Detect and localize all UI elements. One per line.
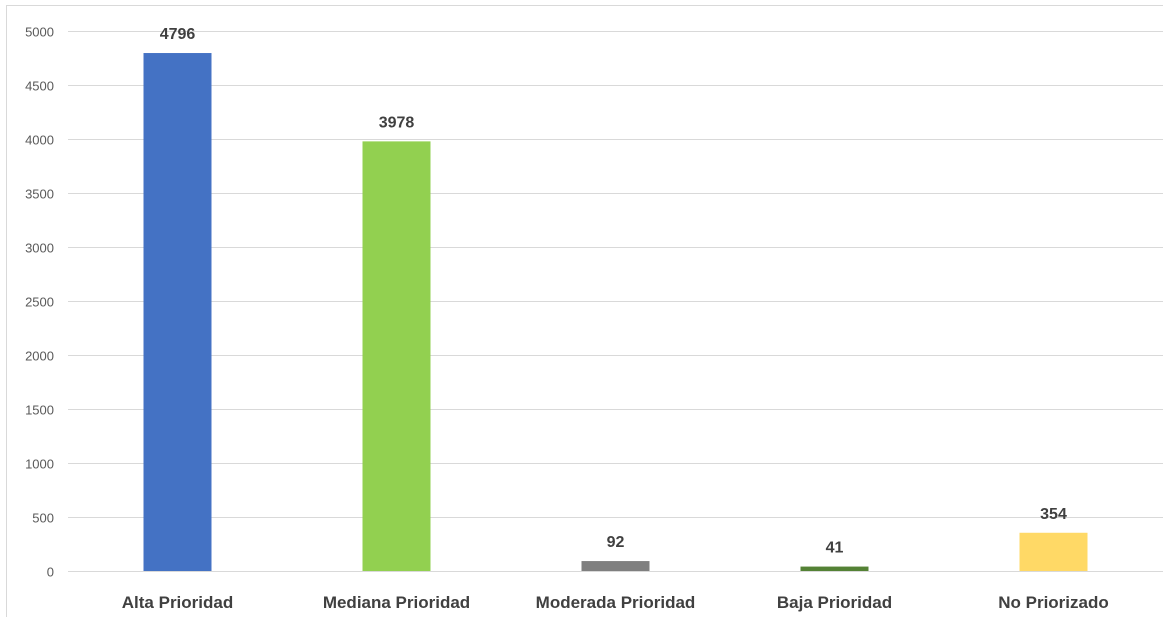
category-label-3: Moderada Prioridad: [536, 593, 696, 612]
bar-2: [362, 141, 431, 571]
y-tick-label-3000: 3000: [25, 241, 54, 256]
category-label-4: Baja Prioridad: [777, 593, 892, 612]
data-label-4: 41: [826, 540, 844, 557]
x-axis-categories: Alta Prioridad Mediana Prioridad Moderada …: [122, 593, 1109, 612]
y-tick-label-4000: 4000: [25, 133, 54, 148]
data-label-2: 3978: [379, 114, 415, 131]
bars: [143, 53, 1088, 572]
data-label-5: 354: [1040, 506, 1067, 523]
bar-4: [800, 566, 869, 571]
data-label-3: 92: [607, 534, 625, 551]
bar-3: [581, 561, 650, 571]
y-tick-label-500: 500: [32, 511, 54, 526]
data-label-1: 4796: [160, 26, 196, 43]
category-label-2: Mediana Prioridad: [323, 593, 470, 612]
y-tick-label-0: 0: [47, 565, 54, 580]
y-tick-label-2000: 2000: [25, 349, 54, 364]
category-label-5: No Priorizado: [998, 593, 1109, 612]
y-tick-label-1500: 1500: [25, 403, 54, 418]
y-tick-label-5000: 5000: [25, 25, 54, 40]
y-tick-label-3500: 3500: [25, 187, 54, 202]
bar-5: [1019, 532, 1088, 571]
y-tick-label-4500: 4500: [25, 79, 54, 94]
bar-1: [143, 53, 212, 572]
y-tick-label-1000: 1000: [25, 457, 54, 472]
data-labels: 4796 3978 92 41 354: [160, 26, 1067, 557]
gridlines: [68, 31, 1163, 572]
y-axis-ticks: 0 500 1000 1500 2000 2500 3000 3500 4000 4500 5000: [25, 25, 54, 580]
y-tick-label-2500: 2500: [25, 295, 54, 310]
category-label-1: Alta Prioridad: [122, 593, 233, 612]
